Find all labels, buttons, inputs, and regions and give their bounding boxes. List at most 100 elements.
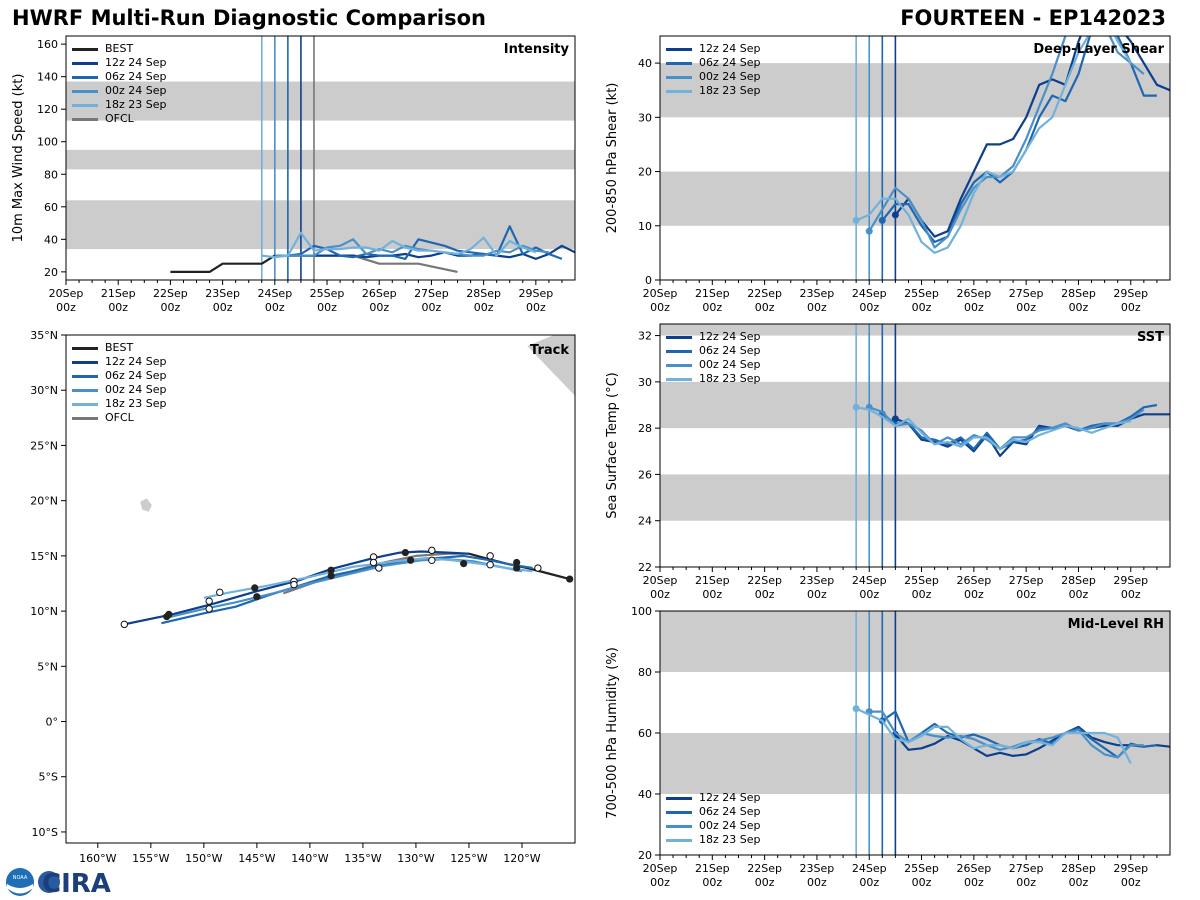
legend-swatch (666, 75, 692, 79)
x-tick-label: 00z (755, 301, 775, 314)
noaa-logo-text: NOAA (13, 875, 28, 881)
legend-label: 06z 24 Sep (699, 344, 761, 357)
y-tick-label: 28 (638, 422, 652, 435)
x-tick-label: 00z (161, 301, 181, 314)
x-tick-label: 29Sep (1113, 574, 1148, 587)
x-tick-label: 00z (650, 301, 670, 314)
plot-area (66, 36, 575, 280)
plot-frame (65, 334, 576, 844)
x-tick-label: 00z (56, 301, 76, 314)
legend-label: 00z 24 Sep (105, 383, 167, 396)
track-position-marker (327, 572, 335, 580)
x-tick-label: 00z (755, 588, 775, 601)
y-tick-label: 26 (638, 468, 652, 481)
x-tick-label: 20Sep (643, 862, 678, 875)
track-forecast-marker (205, 605, 213, 613)
y-tick-label: 0° (46, 716, 59, 729)
x-tick-label: 00z (474, 301, 494, 314)
x-tick-label: 21Sep (101, 287, 136, 300)
series-line-06z-24-sep (287, 225, 563, 260)
series-line-18z-23-sep (261, 231, 537, 259)
series-line-06z-24-sep (881, 710, 1158, 759)
legend-entry: 06z 24 Sep (666, 805, 761, 819)
x-tick-label: 00z (422, 301, 442, 314)
legend-label: OFCL (105, 411, 134, 424)
legend-label: 00z 24 Sep (699, 819, 761, 832)
x-tick-label: 26Sep (956, 287, 991, 300)
panel-title: Mid-Level RH (1068, 617, 1164, 632)
y-tick-label: 30°N (30, 384, 58, 397)
legend-label: 06z 24 Sep (699, 805, 761, 818)
y-axis-label: 10m Max Wind Speed (kt) (11, 74, 26, 243)
x-tick-label: 00z (265, 301, 285, 314)
legend-label: 06z 24 Sep (105, 369, 167, 382)
y-tick-label: 30 (638, 111, 652, 124)
legend-swatch (666, 349, 692, 353)
y-tick-label: 10°N (30, 605, 58, 618)
legend-entry: 18z 23 Sep (72, 397, 167, 411)
threshold-band (660, 611, 1170, 672)
threshold-band (660, 63, 1170, 118)
panel-title: SST (1137, 330, 1164, 345)
chart-rh: 20Sep00z21Sep00z22Sep00z23Sep00z24Sep00z… (605, 605, 1171, 889)
legend: 12z 24 Sep 06z 24 Sep 00z 24 Sep 18z 23 Sep (666, 791, 761, 847)
legend-label: 00z 24 Sep (105, 84, 167, 97)
series-line-00z-24-sep (869, 710, 1144, 759)
legend-label: 00z 24 Sep (699, 70, 761, 83)
x-tick-label: 00z (317, 301, 337, 314)
x-tick-label: 00z (702, 301, 722, 314)
legend-label: 06z 24 Sep (699, 56, 761, 69)
legend-swatch (72, 61, 98, 65)
legend-swatch (72, 117, 98, 121)
x-tick-label: 00z (912, 588, 932, 601)
y-axis-label: Sea Surface Temp (°C) (605, 372, 620, 519)
track-forecast-marker (428, 556, 436, 564)
plot-area (660, 611, 1170, 855)
x-tick-label: 24Sep (257, 287, 292, 300)
x-tick-label: 29Sep (518, 287, 553, 300)
legend-label: 18z 23 Sep (105, 397, 167, 410)
y-tick-label: 40 (44, 233, 58, 246)
plot-frame (659, 323, 1171, 568)
chart-shear: 20Sep00z21Sep00z22Sep00z23Sep00z24Sep00z… (605, 35, 1171, 314)
panel-title: Deep-Layer Shear (1033, 42, 1164, 57)
legend-label: 12z 24 Sep (105, 56, 167, 69)
legend-label: BEST (105, 42, 134, 55)
x-tick-label: 22Sep (153, 287, 188, 300)
x-tick-label: 00z (912, 876, 932, 889)
x-tick-label: 140°W (291, 852, 328, 865)
x-tick-label: 00z (859, 301, 879, 314)
x-tick-label: 22Sep (747, 574, 782, 587)
legend-entry: 18z 23 Sep (666, 372, 761, 386)
y-tick-label: 40 (638, 788, 652, 801)
x-tick-label: 26Sep (956, 574, 991, 587)
x-tick-label: 25Sep (904, 287, 939, 300)
y-tick-label: 35°N (30, 329, 58, 342)
legend-label: 00z 24 Sep (699, 358, 761, 371)
series-line-12z-24-sep (894, 36, 1170, 238)
x-tick-label: 23Sep (800, 862, 835, 875)
legend-entry: 00z 24 Sep (72, 383, 167, 397)
x-tick-label: 22Sep (747, 287, 782, 300)
legend-swatch (72, 47, 98, 51)
y-tick-label: 100 (37, 136, 58, 149)
x-tick-label: 20Sep (643, 287, 678, 300)
legend-swatch (666, 824, 692, 828)
threshold-band (660, 171, 1170, 226)
agency-logos: NOAA CIRA (6, 868, 111, 898)
figure-title: HWRF Multi-Run Diagnostic Comparison (12, 6, 487, 30)
series-start-point (852, 216, 860, 224)
y-tick-label: 25°N (30, 439, 58, 452)
x-tick-label: 28Sep (1061, 862, 1096, 875)
noaa-logo-wave (7, 884, 33, 894)
series-line-00z-24-sep (274, 238, 550, 257)
legend-swatch (666, 335, 692, 339)
x-tick-label: 00z (650, 588, 670, 601)
x-tick-label: 25Sep (904, 862, 939, 875)
x-tick-label: 25Sep (310, 287, 345, 300)
track-position-marker (460, 560, 468, 568)
legend-entry: BEST (72, 42, 167, 56)
legend-entry: 06z 24 Sep (666, 56, 761, 70)
legend-label: OFCL (105, 112, 134, 125)
track-forecast-marker (486, 552, 494, 560)
